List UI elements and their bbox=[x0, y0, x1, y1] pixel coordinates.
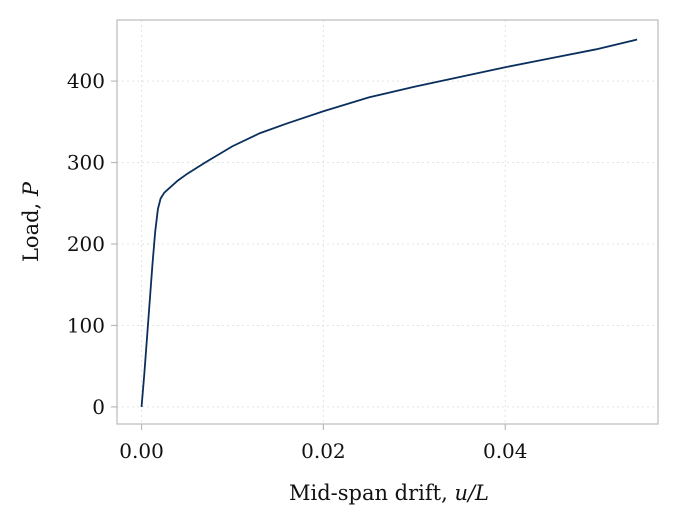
x-tick-label: 0.04 bbox=[483, 439, 528, 463]
y-axis-label: Load, P bbox=[19, 181, 43, 262]
y-tick-label: 400 bbox=[67, 69, 105, 93]
y-tick-label: 0 bbox=[92, 395, 105, 419]
axis-ticks: 0.00 0.02 0.04 0 100 200 300 400 bbox=[67, 69, 528, 463]
plot-frame bbox=[116, 19, 659, 425]
load-drift-curve bbox=[140, 38, 638, 407]
y-tick-label: 200 bbox=[67, 232, 105, 256]
y-tick-label: 300 bbox=[67, 151, 105, 175]
x-tick-label: 0.02 bbox=[301, 439, 346, 463]
x-axis-label: Mid-span drift, u/L bbox=[289, 481, 489, 505]
y-tick-label: 100 bbox=[67, 313, 105, 337]
grid bbox=[117, 20, 658, 424]
x-tick-label: 0.00 bbox=[119, 439, 164, 463]
